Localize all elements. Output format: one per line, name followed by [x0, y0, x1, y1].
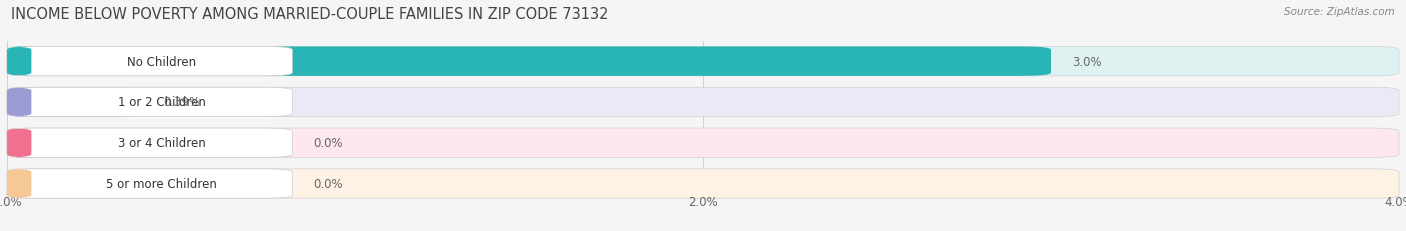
FancyBboxPatch shape	[7, 88, 1399, 117]
Text: 3.0%: 3.0%	[1071, 55, 1101, 68]
FancyBboxPatch shape	[7, 169, 292, 198]
Text: 1 or 2 Children: 1 or 2 Children	[118, 96, 205, 109]
Text: 5 or more Children: 5 or more Children	[107, 177, 218, 190]
Text: 0.0%: 0.0%	[314, 177, 343, 190]
FancyBboxPatch shape	[7, 47, 292, 76]
FancyBboxPatch shape	[7, 47, 1050, 76]
FancyBboxPatch shape	[4, 47, 35, 76]
FancyBboxPatch shape	[7, 88, 143, 117]
FancyBboxPatch shape	[4, 88, 35, 117]
FancyBboxPatch shape	[7, 47, 1399, 76]
FancyBboxPatch shape	[7, 88, 292, 117]
FancyBboxPatch shape	[7, 128, 292, 158]
Text: 0.39%: 0.39%	[163, 96, 201, 109]
FancyBboxPatch shape	[4, 169, 35, 198]
Text: 0.0%: 0.0%	[314, 137, 343, 150]
FancyBboxPatch shape	[7, 128, 1399, 158]
Text: 3 or 4 Children: 3 or 4 Children	[118, 137, 205, 150]
FancyBboxPatch shape	[4, 128, 35, 158]
FancyBboxPatch shape	[7, 169, 1399, 198]
Text: No Children: No Children	[128, 55, 197, 68]
Text: Source: ZipAtlas.com: Source: ZipAtlas.com	[1284, 7, 1395, 17]
Text: INCOME BELOW POVERTY AMONG MARRIED-COUPLE FAMILIES IN ZIP CODE 73132: INCOME BELOW POVERTY AMONG MARRIED-COUPL…	[11, 7, 609, 22]
